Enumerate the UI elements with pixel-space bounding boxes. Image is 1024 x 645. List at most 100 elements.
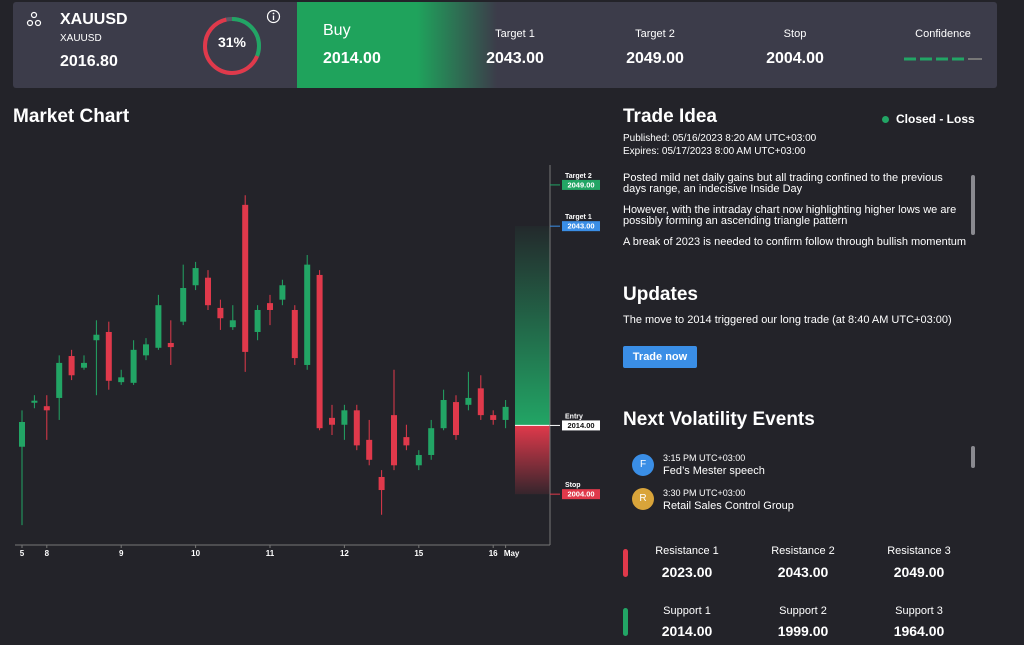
direction: Buy (323, 22, 351, 39)
candle-body (291, 309, 298, 359)
level-box (562, 221, 600, 232)
price: 2016.80 (60, 53, 118, 70)
candle-body (130, 349, 137, 383)
level-name: Entry (565, 413, 583, 420)
candle-body (43, 406, 50, 411)
level-label: Resistance 2 (771, 545, 835, 557)
stat-value: 2004.00 (766, 50, 824, 67)
status-dot (882, 116, 889, 123)
candle-body (155, 305, 162, 348)
x-tick-label: 12 (340, 549, 349, 558)
paragraph: A break of 2023 is needed to confirm fol… (623, 236, 967, 248)
candle-body (167, 342, 174, 348)
trade-now-button[interactable]: Trade now (623, 346, 697, 368)
level-label: Support 3 (895, 605, 943, 617)
header-bar (13, 2, 997, 88)
expires: Expires: 05/17/2023 8:00 AM UTC+03:00 (623, 146, 806, 157)
level-value: 2023.00 (661, 564, 713, 580)
confidence-meter (904, 57, 982, 61)
candle-body (378, 476, 385, 491)
x-tick-label: 8 (45, 549, 50, 558)
candle-body (118, 377, 125, 383)
candle-body (440, 400, 447, 429)
level-value: 2049.00 (893, 564, 945, 580)
level-label: Resistance 3 (887, 545, 951, 557)
stat-label: Target 2 (635, 28, 675, 40)
scrollbar[interactable] (971, 446, 975, 468)
candle-body (229, 320, 236, 328)
candle-body (490, 415, 497, 420)
level-value: 1999.00 (777, 623, 829, 639)
probability-label: 31% (217, 34, 247, 50)
level-label: Support 2 (779, 605, 827, 617)
candle-body (242, 204, 249, 352)
x-tick-label: 15 (414, 549, 423, 558)
stat-label: Stop (783, 28, 807, 40)
donut-rest (203, 17, 261, 75)
candle-body (31, 400, 38, 403)
level-label: Support 1 (663, 605, 711, 617)
candle-body (477, 388, 484, 416)
candle-body (329, 417, 335, 425)
candle-body (465, 397, 472, 405)
level-value: 1964.00 (893, 623, 945, 639)
x-tick-label: 11 (266, 549, 275, 558)
candle-body (304, 264, 311, 365)
x-tick-label: 10 (191, 549, 200, 558)
idea-text: Posted mild net daily gains but all trad… (623, 173, 968, 265)
scrollbar[interactable] (971, 175, 975, 235)
trade-idea-title: Trade Idea (623, 106, 717, 127)
support-bar (623, 608, 628, 636)
symbol: XAUUSD (60, 11, 128, 28)
level-value: 2043.00 (777, 564, 829, 580)
chart-title: Market Chart (13, 106, 130, 127)
stat-label: Target 1 (495, 28, 535, 40)
candle-body (143, 344, 149, 356)
event-icon: F (632, 454, 654, 476)
level-label: Resistance 1 (655, 545, 719, 557)
candle-body (279, 285, 286, 300)
level-label: 2014.00 (567, 421, 594, 430)
event-icon: R (632, 488, 654, 510)
candle-body (366, 439, 373, 460)
x-tick-label: 9 (119, 549, 124, 558)
candle-body (453, 402, 459, 436)
level-name: Stop (565, 482, 581, 489)
candle-body (180, 288, 187, 322)
published: Published: 05/16/2023 8:20 AM UTC+03:00 (623, 133, 817, 144)
status: Closed - Loss (896, 112, 975, 126)
event-name: Retail Sales Control Group (663, 500, 794, 512)
confidence-label: Confidence (915, 28, 971, 40)
probability-donut (203, 17, 261, 75)
resistance-bar (623, 549, 628, 577)
stat-value: 2043.00 (486, 50, 544, 67)
level-value: 2014.00 (661, 623, 713, 639)
updates-text: The move to 2014 triggered our long trad… (623, 314, 952, 326)
buy-panel (297, 2, 497, 88)
event-time: 3:15 PM UTC+03:00 (663, 453, 746, 463)
loss-zone (515, 425, 550, 495)
level-label: 2049.00 (567, 180, 594, 189)
candle-body (316, 274, 323, 429)
paragraph: However, with the intraday chart now hig… (623, 204, 957, 227)
symbol-icon (26, 11, 42, 27)
x-tick-label: 16 (489, 549, 498, 558)
event-time: 3:30 PM UTC+03:00 (663, 488, 746, 498)
candle-body (56, 362, 63, 398)
candle-body (254, 309, 261, 332)
candle-body (105, 331, 112, 381)
candle-body (205, 277, 211, 306)
level-label: 2004.00 (567, 490, 594, 499)
symbol-subtitle: XAUUSD (60, 33, 102, 44)
level-label: 2043.00 (567, 222, 594, 231)
level-box (562, 420, 600, 431)
candle-body (341, 410, 348, 425)
stat-value: 2049.00 (626, 50, 684, 67)
info-icon[interactable] (266, 9, 281, 24)
candle-body (403, 437, 410, 446)
level-name: Target 1 (565, 214, 592, 221)
candle-body (267, 303, 273, 310)
